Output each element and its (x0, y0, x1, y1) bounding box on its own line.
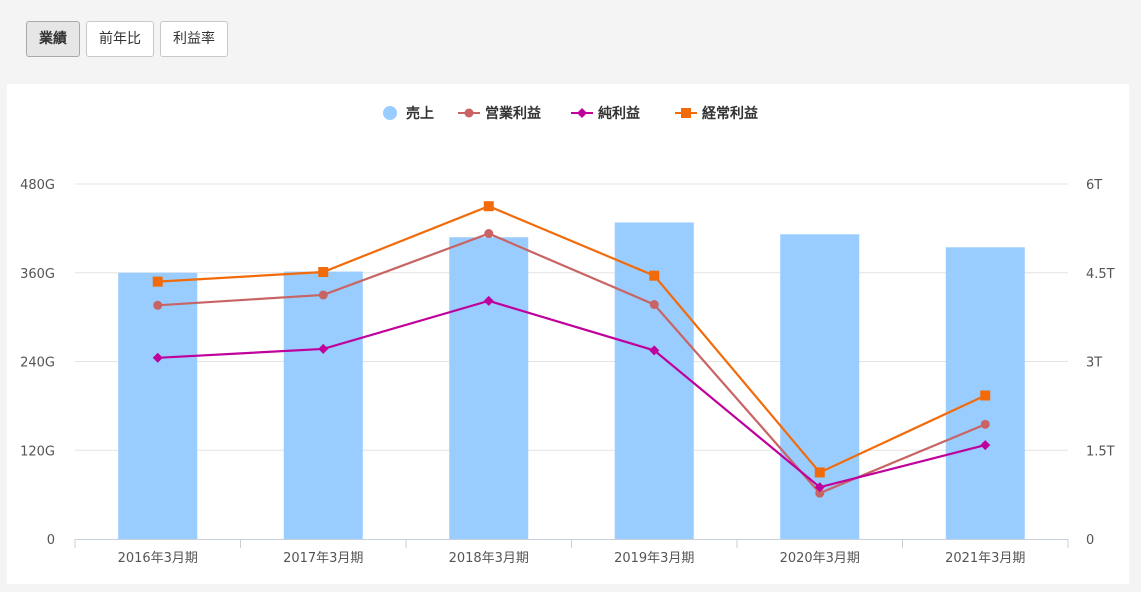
data-point (815, 488, 825, 498)
right-axis-tick-label: 4.5T (1086, 267, 1115, 282)
legend-item: 純利益 (571, 105, 640, 122)
bar-sales (283, 271, 363, 539)
data-point (464, 108, 474, 118)
bar-sales (118, 272, 198, 539)
data-point (152, 352, 163, 363)
chart-svg: 0 120G 240G 360G 480G 0 1.5T 3T 4.5T 6T 2016年3月期 20… (20, 105, 1115, 566)
data-point (814, 482, 825, 493)
legend-item: 経常利益 (675, 105, 758, 122)
data-point (980, 390, 991, 401)
bar-sales (449, 237, 529, 539)
x-axis-tick-label: 2016年3月期 (118, 551, 198, 566)
data-point (153, 300, 163, 310)
left-axis-tick-label: 480G (20, 178, 55, 193)
bar-sales (614, 222, 694, 540)
data-point (152, 276, 163, 287)
right-axis-tick-label: 1.5T (1086, 444, 1115, 459)
x-axis-tick-label: 2021年3月期 (945, 551, 1025, 566)
line-series (152, 201, 991, 498)
left-axis-tick-label: 0 (47, 533, 55, 548)
grid-lines (75, 183, 1068, 451)
legend-symbol (383, 106, 397, 120)
right-axis-tick-label: 6T (1086, 178, 1102, 193)
data-point (484, 229, 494, 239)
left-axis-tick-label: 240G (20, 356, 55, 371)
data-point (649, 270, 660, 281)
tab-profit-margin[interactable]: 利益率 (160, 21, 228, 57)
data-point (681, 108, 691, 118)
data-point (318, 343, 329, 354)
data-point (980, 419, 990, 429)
x-axis-tick-label: 2017年3月期 (283, 551, 363, 566)
legend-label: 売上 (406, 105, 434, 122)
axes: 0 120G 240G 360G 480G 0 1.5T 3T 4.5T 6T 2016年3月期 20… (20, 178, 1115, 566)
x-axis-tick-label: 2018年3月期 (449, 551, 529, 566)
tab-performance[interactable]: 業績 (26, 21, 80, 57)
data-point (649, 300, 659, 310)
legend-label: 営業利益 (485, 105, 541, 122)
right-axis-tick-label: 3T (1086, 356, 1102, 371)
x-axis-tick-label: 2020年3月期 (780, 551, 860, 566)
data-point (577, 108, 587, 118)
data-point (483, 295, 494, 306)
right-axis-tick-label: 0 (1086, 533, 1094, 548)
series-line (157, 299, 986, 489)
data-point (318, 290, 328, 300)
series-line (157, 204, 986, 474)
x-axis-tick-label: 2019年3月期 (614, 551, 694, 566)
tab-year-over-year[interactable]: 前年比 (86, 21, 154, 57)
legend-item: 営業利益 (458, 105, 541, 122)
left-axis-tick-label: 120G (20, 444, 55, 459)
legend: 売上 営業利益 純利益 経常利益 (383, 105, 758, 122)
series-line (157, 232, 986, 495)
data-point (649, 345, 660, 356)
legend-label: 純利益 (598, 105, 640, 122)
data-point (980, 440, 991, 451)
data-point (814, 467, 825, 478)
tab-bar: 業績 前年比 利益率 (26, 21, 228, 57)
bar-series (118, 222, 1025, 540)
data-point (483, 201, 494, 212)
data-point (318, 267, 329, 278)
left-axis-tick-label: 360G (20, 267, 55, 282)
legend-label: 経常利益 (702, 105, 758, 122)
chart-card: 0 120G 240G 360G 480G 0 1.5T 3T 4.5T 6T 2016年3月期 20… (7, 84, 1129, 584)
legend-item: 売上 (383, 105, 434, 122)
